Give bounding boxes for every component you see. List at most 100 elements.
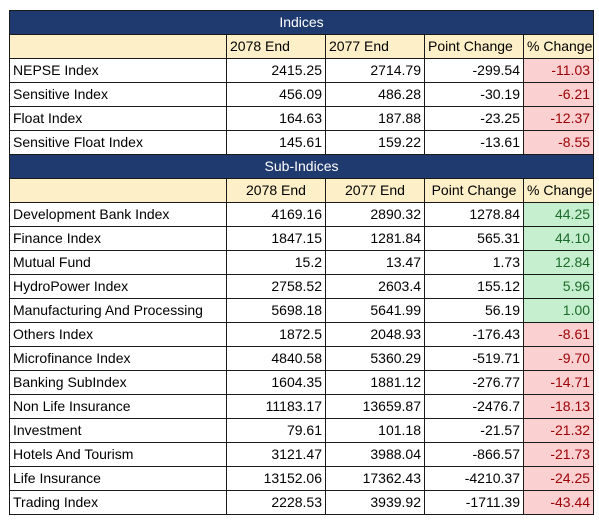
table-row: Finance Index 1847.15 1281.84 565.31 44.10	[9, 226, 595, 251]
value-point-change: -299.54	[424, 58, 524, 83]
index-name: Sensitive Index	[9, 82, 227, 107]
value-pct-change: -24.25	[522, 466, 595, 491]
indices-header-name	[9, 34, 227, 59]
value-2078-end: 2758.52	[226, 274, 326, 299]
table-row: Hotels And Tourism 3121.47 3988.04 -866.57-…	[9, 442, 595, 467]
value-point-change: 565.31	[424, 226, 524, 251]
indices-title-row: Indices	[8, 10, 595, 35]
index-summary-sheet: Indices 2078 End 2077 End Point Change %…	[8, 10, 595, 515]
value-2077-end: 1281.84	[325, 226, 425, 251]
value-pct-change: -21.32	[522, 418, 595, 443]
index-name: Development Bank Index	[9, 202, 227, 227]
sub-indices-header-row: 2078 End 2077 End Point Change % Change	[9, 178, 595, 203]
value-2077-end: 2048.93	[325, 322, 425, 347]
value-point-change: -276.77	[424, 370, 524, 395]
sub-indices-header-point-change: Point Change	[424, 178, 524, 203]
table-row: NEPSE Index 2415.25 2714.79 -299.54 -11.03	[9, 58, 595, 83]
value-pct-change: 44.25	[522, 202, 595, 227]
value-2078-end: 5698.18	[226, 298, 326, 323]
sub-indices-header-2078-end: 2078 End	[226, 178, 326, 203]
indices-title: Indices	[8, 10, 595, 35]
sub-indices-header-2077-end: 2077 End	[325, 178, 425, 203]
value-point-change: 1.73	[424, 250, 524, 275]
value-point-change: 155.12	[424, 274, 524, 299]
table-row: Mutual Fund 15.2 13.47 1.73 12.84	[9, 250, 595, 275]
value-pct-change: -9.70	[522, 346, 595, 371]
table-row: Banking SubIndex 1604.35 1881.12 -276.77 -14…	[9, 370, 595, 395]
value-pct-change: 44.10	[522, 226, 595, 251]
value-2078-end: 3121.47	[226, 442, 326, 467]
table-row: Sensitive Index 456.09 486.28 -30.19 -6.21	[9, 82, 595, 107]
table-row: Sensitive Float Index 145.61 159.22 -13.61-…	[9, 130, 595, 155]
indices-section: Indices 2078 End 2077 End Point Change %…	[8, 10, 595, 155]
sub-indices-section: Sub-Indices 2078 End 2077 End Point Chan…	[8, 154, 595, 515]
value-2078-end: 2228.53	[226, 490, 326, 515]
value-2077-end: 187.88	[325, 106, 425, 131]
value-2078-end: 145.61	[226, 130, 326, 155]
table-row: Life Insurance 13152.06 17362.43 -4210.37 -2…	[9, 466, 595, 491]
value-2077-end: 5641.99	[325, 298, 425, 323]
value-pct-change: -8.61	[522, 322, 595, 347]
value-2078-end: 11183.17	[226, 394, 326, 419]
index-name: Microfinance Index	[9, 346, 227, 371]
sub-indices-header-pct-change: % Change	[522, 178, 595, 203]
value-2078-end: 2415.25	[226, 58, 326, 83]
value-2078-end: 1847.15	[226, 226, 326, 251]
value-2077-end: 1881.12	[325, 370, 425, 395]
index-name: Trading Index	[9, 490, 227, 515]
index-name: Manufacturing And Processing	[9, 298, 227, 323]
value-pct-change: -21.73	[522, 442, 595, 467]
value-2077-end: 486.28	[325, 82, 425, 107]
sub-indices-title: Sub-Indices	[8, 154, 595, 179]
index-name: Hotels And Tourism	[9, 442, 227, 467]
value-2077-end: 101.18	[325, 418, 425, 443]
value-point-change: -30.19	[424, 82, 524, 107]
indices-header-2078-end: 2078 End	[226, 34, 326, 59]
indices-header-pct-change: % Change	[522, 34, 595, 59]
index-name: Finance Index	[9, 226, 227, 251]
value-point-change: -2476.7	[424, 394, 524, 419]
index-name: Banking SubIndex	[9, 370, 227, 395]
table-row: Development Bank Index 4169.16 2890.32 1278…	[9, 202, 595, 227]
value-pct-change: 5.96	[522, 274, 595, 299]
value-point-change: -1711.39	[424, 490, 524, 515]
index-name: Life Insurance	[9, 466, 227, 491]
indices-header-point-change: Point Change	[424, 34, 524, 59]
value-2077-end: 3988.04	[325, 442, 425, 467]
index-name: Investment	[9, 418, 227, 443]
value-2078-end: 164.63	[226, 106, 326, 131]
index-name: Mutual Fund	[9, 250, 227, 275]
value-2078-end: 1872.5	[226, 322, 326, 347]
value-point-change: -13.61	[424, 130, 524, 155]
index-name: Float Index	[9, 106, 227, 131]
table-row: Investment 79.61 101.18 -21.57 -21.32	[9, 418, 595, 443]
value-2078-end: 15.2	[226, 250, 326, 275]
value-point-change: 1278.84	[424, 202, 524, 227]
value-pct-change: -18.13	[522, 394, 595, 419]
value-2078-end: 4840.58	[226, 346, 326, 371]
value-point-change: -176.43	[424, 322, 524, 347]
index-name: Non Life Insurance	[9, 394, 227, 419]
value-2077-end: 2603.4	[325, 274, 425, 299]
index-name: Others Index	[9, 322, 227, 347]
value-2077-end: 13.47	[325, 250, 425, 275]
value-point-change: -519.71	[424, 346, 524, 371]
indices-header-2077-end: 2077 End	[325, 34, 425, 59]
value-point-change: -21.57	[424, 418, 524, 443]
value-pct-change: -6.21	[522, 82, 595, 107]
value-2078-end: 1604.35	[226, 370, 326, 395]
value-point-change: -4210.37	[424, 466, 524, 491]
table-row: Manufacturing And Processing 5698.18 5641.…	[9, 298, 595, 323]
value-2077-end: 159.22	[325, 130, 425, 155]
table-row: Trading Index 2228.53 3939.92 -1711.39 -43.4…	[9, 490, 595, 515]
value-point-change: -866.57	[424, 442, 524, 467]
indices-table: Indices 2078 End 2077 End Point Change %…	[8, 10, 595, 515]
value-point-change: -23.25	[424, 106, 524, 131]
index-name: HydroPower Index	[9, 274, 227, 299]
sub-indices-header-name	[9, 178, 227, 203]
value-2077-end: 3939.92	[325, 490, 425, 515]
value-2078-end: 79.61	[226, 418, 326, 443]
value-2077-end: 5360.29	[325, 346, 425, 371]
value-2078-end: 4169.16	[226, 202, 326, 227]
table-row: Float Index 164.63 187.88 -23.25 -12.37	[9, 106, 595, 131]
